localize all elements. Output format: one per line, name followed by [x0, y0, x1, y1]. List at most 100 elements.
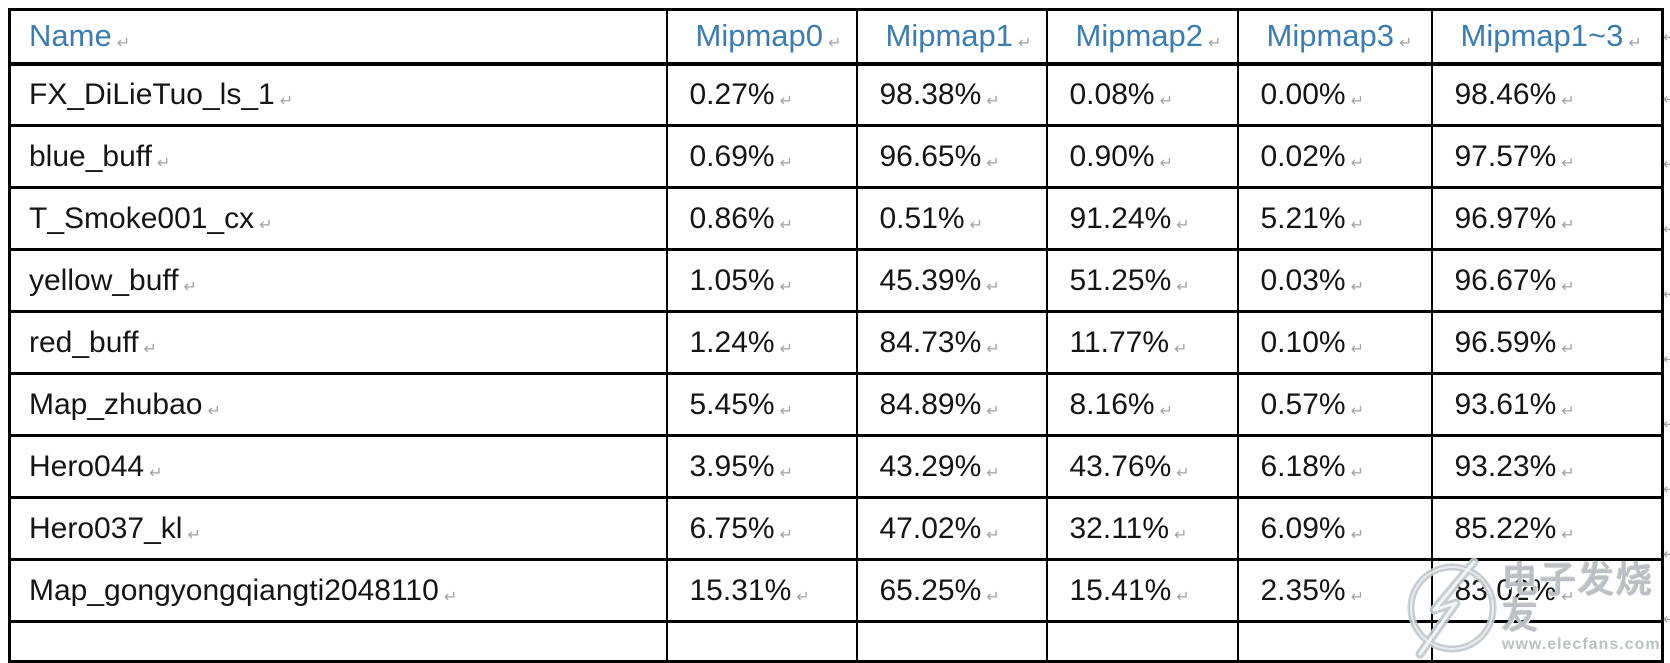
value-cell[interactable]: 43.29% ↵ — [855, 434, 1048, 499]
table-row: T_Smoke001_cx ↵ 0.86% ↵ 0.51% ↵ 91.24% ↵ 5.21% ↵ 9… — [8, 186, 1664, 251]
header-text: Mipmap1~3 — [1460, 18, 1624, 54]
empty-cell[interactable] — [1430, 620, 1664, 663]
value-cell[interactable]: 93.23% ↵ — [1430, 434, 1664, 499]
header-text: Mipmap0 — [695, 18, 824, 54]
value-cell[interactable]: 1.05% ↵ — [665, 248, 858, 313]
value-cell[interactable]: 15.41% ↵ — [1045, 558, 1239, 623]
column-header-mipmap0[interactable]: Mipmap0 ↵ — [665, 8, 858, 66]
name-cell[interactable]: blue_buff ↵ — [8, 124, 668, 189]
value-cell[interactable]: 96.67% ↵ — [1430, 248, 1664, 313]
name-cell[interactable]: Hero044 ↵ — [8, 434, 668, 499]
end-of-cell-mark: ↵ — [986, 340, 1000, 358]
value-cell[interactable]: 0.03% ↵ — [1236, 248, 1433, 313]
value-cell[interactable]: 8.16% ↵ — [1045, 372, 1239, 437]
value-cell[interactable]: 32.11% ↵ — [1045, 496, 1239, 561]
value-cell[interactable]: 6.09% ↵ — [1236, 496, 1433, 561]
cell-text: yellow_buff — [29, 263, 179, 297]
end-of-cell-mark: ↵ — [779, 154, 793, 172]
column-header-mipmap1[interactable]: Mipmap1 ↵ — [855, 8, 1048, 66]
table-body: FX_DiLieTuo_ls_1 ↵ 0.27% ↵ 98.38% ↵ 0.08% ↵ 0.00… — [8, 62, 1664, 663]
cell-text: 11.77% — [1069, 325, 1170, 359]
cell-text: 0.90% — [1069, 139, 1155, 173]
end-of-cell-mark: ↵ — [1350, 588, 1364, 606]
value-cell[interactable]: 0.08% ↵ — [1045, 62, 1239, 127]
value-cell[interactable]: 96.59% ↵ — [1430, 310, 1664, 375]
end-of-row-mark: ↵ — [1663, 481, 1670, 498]
empty-cell[interactable] — [1236, 620, 1433, 663]
value-cell[interactable]: 3.95% ↵ — [665, 434, 858, 499]
name-cell[interactable]: red_buff ↵ — [8, 310, 668, 375]
column-header-mipmap3[interactable]: Mipmap3 ↵ — [1236, 8, 1433, 66]
value-cell[interactable]: 91.24% ↵ — [1045, 186, 1239, 251]
value-cell[interactable]: 0.86% ↵ — [665, 186, 858, 251]
value-cell[interactable]: 98.38% ↵ — [855, 62, 1048, 127]
end-of-cell-mark: ↵ — [1561, 92, 1575, 110]
cell-text: 96.67% — [1454, 263, 1557, 297]
column-header-mipmap1-3[interactable]: Mipmap1~3 ↵ — [1430, 8, 1664, 66]
cell-text: 85.22% — [1454, 511, 1557, 545]
cell-text: 96.97% — [1454, 201, 1557, 235]
value-cell[interactable]: 5.21% ↵ — [1236, 186, 1433, 251]
cell-text: Map_gongyongqiangti2048110 — [29, 573, 439, 607]
name-cell[interactable]: Map_gongyongqiangti2048110 ↵ — [8, 558, 668, 623]
value-cell[interactable]: 43.76% ↵ — [1045, 434, 1239, 499]
cell-text: 93.23% — [1454, 449, 1557, 483]
value-cell[interactable]: 1.24% ↵ — [665, 310, 858, 375]
value-cell[interactable]: 11.77% ↵ — [1045, 310, 1239, 375]
end-of-cell-mark: ↵ — [1561, 278, 1575, 296]
value-cell[interactable]: 45.39% ↵ — [855, 248, 1048, 313]
value-cell[interactable]: 6.75% ↵ — [665, 496, 858, 561]
cell-text: 84.73% — [879, 325, 982, 359]
end-of-cell-mark: ↵ — [986, 588, 1000, 606]
value-cell[interactable]: 0.10% ↵ — [1236, 310, 1433, 375]
cell-text: 6.75% — [689, 511, 775, 545]
value-cell[interactable]: 93.61% ↵ — [1430, 372, 1664, 437]
value-cell[interactable]: 5.45% ↵ — [665, 372, 858, 437]
name-cell[interactable]: Map_zhubao ↵ — [8, 372, 668, 437]
value-cell[interactable]: 83.02% ↵ — [1430, 558, 1664, 623]
value-cell[interactable]: 85.22% ↵ — [1430, 496, 1664, 561]
cell-text: Hero037_kl — [29, 511, 183, 545]
value-cell[interactable]: 0.69% ↵ — [665, 124, 858, 189]
value-cell[interactable]: 15.31% ↵ — [665, 558, 858, 623]
value-cell[interactable]: 0.57% ↵ — [1236, 372, 1433, 437]
value-cell[interactable]: 0.90% ↵ — [1045, 124, 1239, 189]
value-cell[interactable]: 6.18% ↵ — [1236, 434, 1433, 499]
value-cell[interactable]: 65.25% ↵ — [855, 558, 1048, 623]
column-header-name[interactable]: Name ↵ — [8, 8, 668, 66]
end-of-row-mark: ↵ — [1663, 546, 1670, 563]
value-cell[interactable]: 98.46% ↵ — [1430, 62, 1664, 127]
value-cell[interactable]: 96.97% ↵ — [1430, 186, 1664, 251]
end-of-cell-mark: ↵ — [986, 154, 1000, 172]
value-cell[interactable]: 0.02% ↵ — [1236, 124, 1433, 189]
end-of-cell-mark: ↵ — [1561, 526, 1575, 544]
end-of-cell-mark: ↵ — [149, 464, 163, 482]
value-cell[interactable]: 84.73% ↵ — [855, 310, 1048, 375]
empty-cell[interactable] — [1045, 620, 1239, 663]
value-cell[interactable]: 2.35% ↵ — [1236, 558, 1433, 623]
value-cell[interactable]: 96.65% ↵ — [855, 124, 1048, 189]
end-of-cell-mark: ↵ — [443, 588, 458, 606]
value-cell[interactable]: 51.25% ↵ — [1045, 248, 1239, 313]
name-cell[interactable]: T_Smoke001_cx ↵ — [8, 186, 668, 251]
value-cell[interactable]: 47.02% ↵ — [855, 496, 1048, 561]
empty-cell[interactable] — [8, 620, 668, 663]
name-cell[interactable]: yellow_buff ↵ — [8, 248, 668, 313]
end-of-cell-mark: ↵ — [1350, 154, 1364, 172]
value-cell[interactable]: 0.00% ↵ — [1236, 62, 1433, 127]
empty-cell[interactable] — [665, 620, 858, 663]
column-header-mipmap2[interactable]: Mipmap2 ↵ — [1045, 8, 1239, 66]
value-cell[interactable]: 0.27% ↵ — [665, 62, 858, 127]
end-of-cell-mark: ↵ — [1174, 526, 1188, 544]
end-of-cell-mark: ↵ — [779, 216, 793, 234]
end-of-cell-mark: ↵ — [986, 526, 1000, 544]
value-cell[interactable]: 0.51% ↵ — [855, 186, 1048, 251]
name-cell[interactable]: FX_DiLieTuo_ls_1 ↵ — [8, 62, 668, 127]
cell-text: 6.09% — [1260, 511, 1346, 545]
value-cell[interactable]: 97.57% ↵ — [1430, 124, 1664, 189]
end-of-row-mark: ↵ — [1663, 91, 1670, 108]
name-cell[interactable]: Hero037_kl ↵ — [8, 496, 668, 561]
end-of-cell-mark: ↵ — [969, 216, 983, 234]
empty-cell[interactable] — [855, 620, 1048, 663]
value-cell[interactable]: 84.89% ↵ — [855, 372, 1048, 437]
